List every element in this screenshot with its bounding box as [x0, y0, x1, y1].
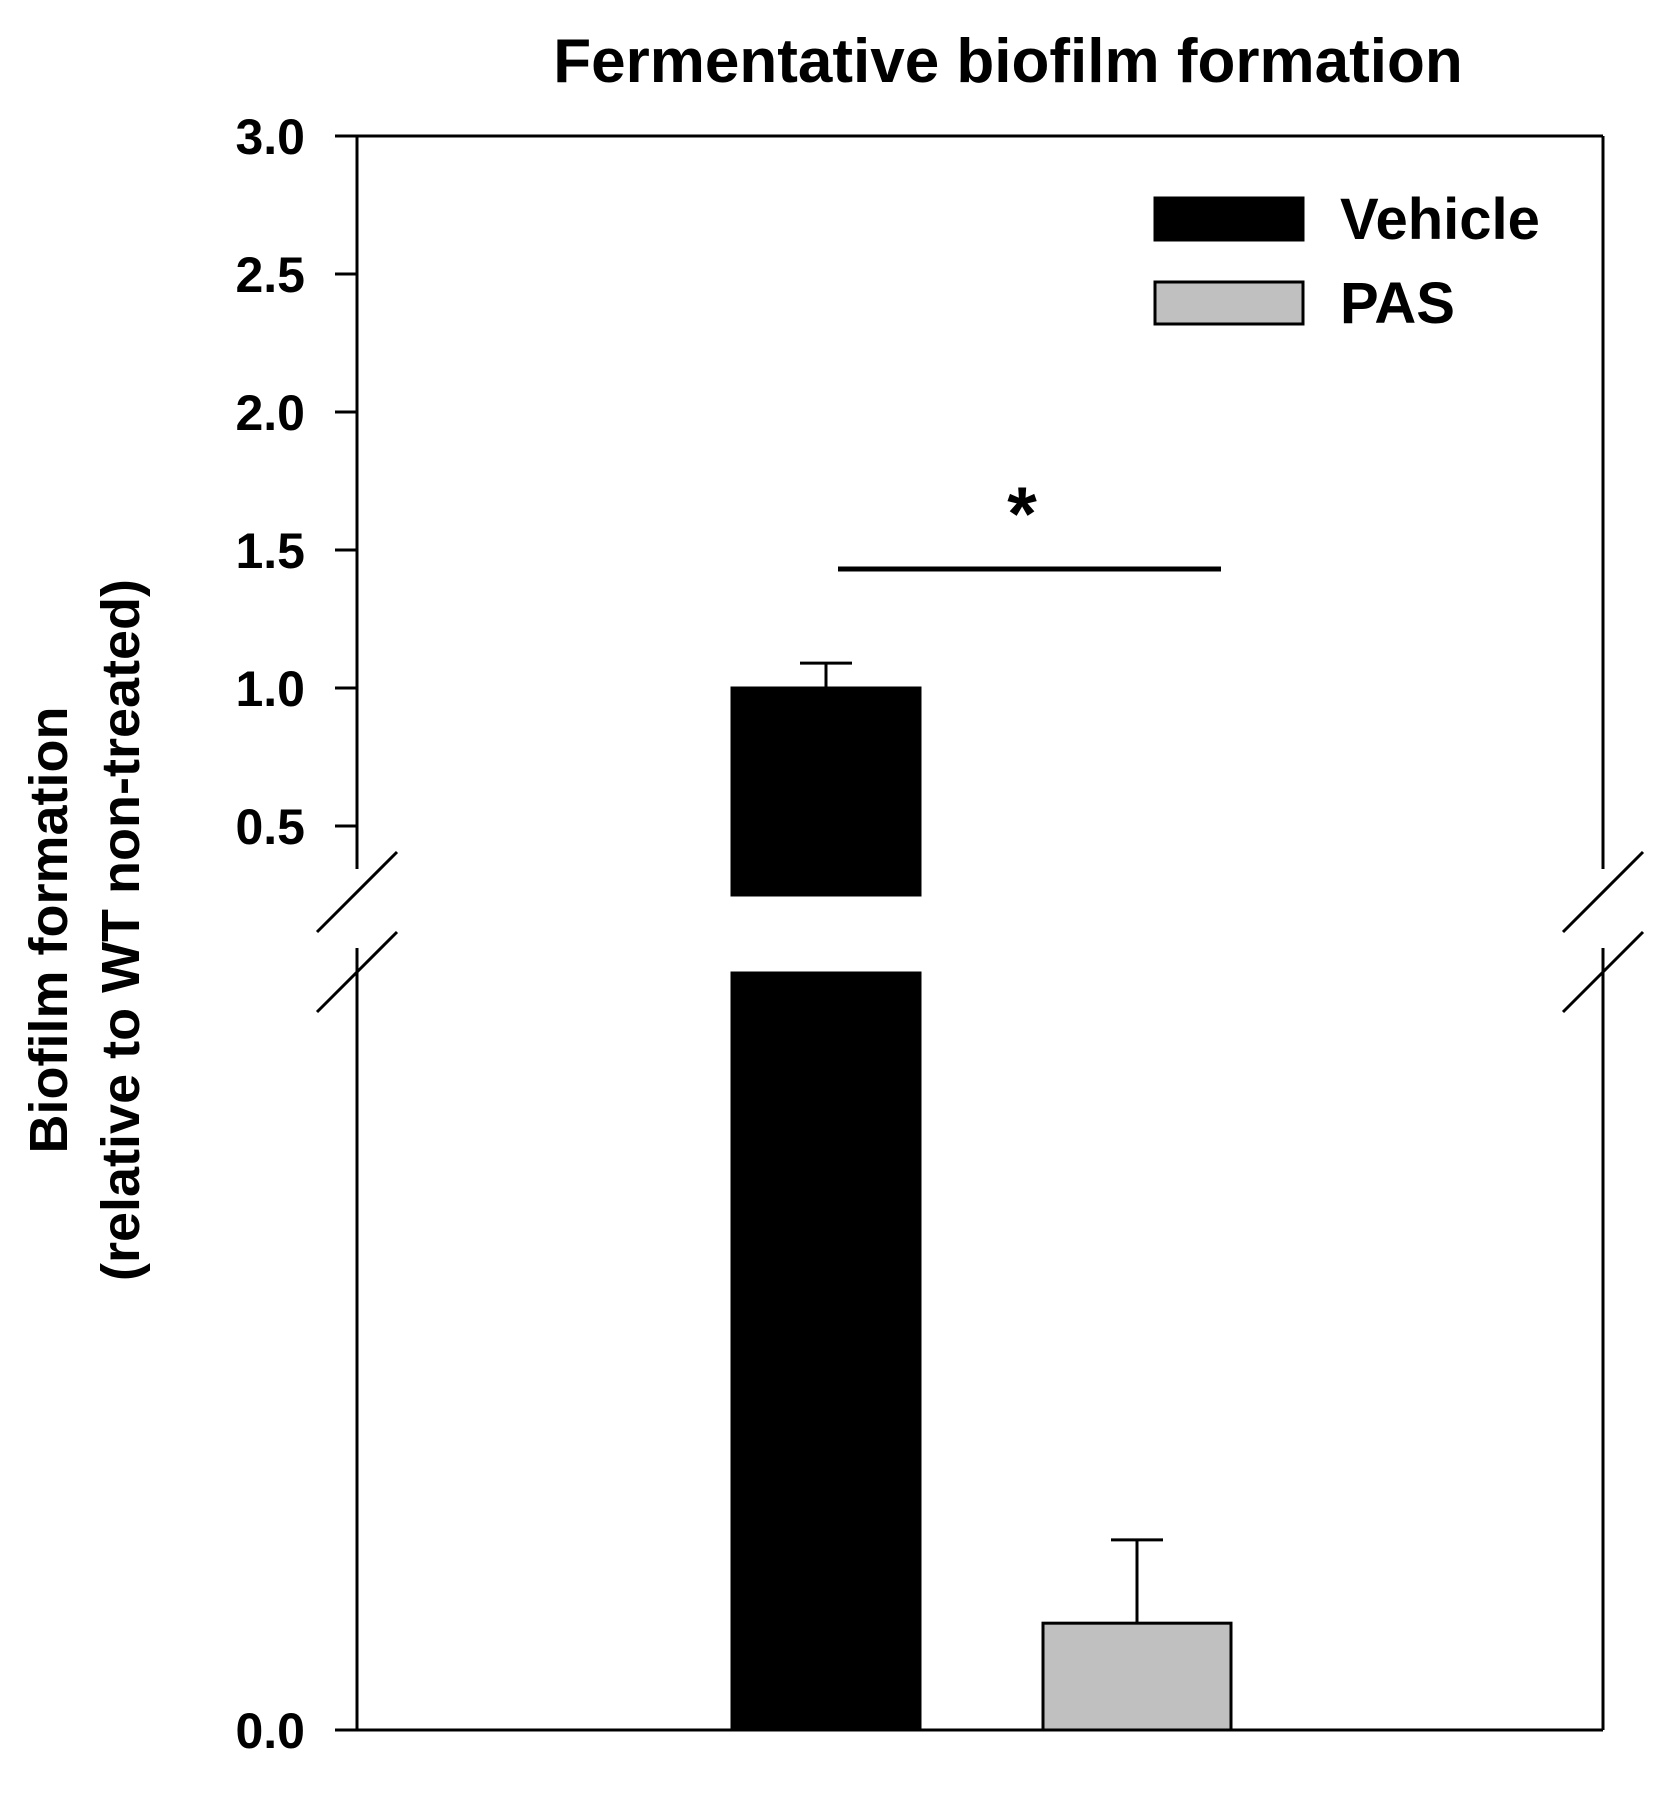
y-tick-label: 1.5 — [235, 523, 305, 579]
legend-label-vehicle: Vehicle — [1340, 187, 1540, 252]
axis-break-left-upper — [315, 850, 399, 934]
y-tick-label: 1.0 — [235, 661, 305, 717]
plot-area — [315, 134, 1645, 1732]
y-tick-label: 2.0 — [235, 385, 305, 441]
legend-label-pas: PAS — [1340, 271, 1455, 336]
bars — [730, 661, 1233, 1732]
y-axis-label: Biofilm formation (relative to WT non-tr… — [19, 579, 151, 1281]
significance-marker: * — [838, 472, 1221, 572]
axis-break-right-upper — [1561, 850, 1645, 934]
y-tick-label: 3.0 — [235, 109, 305, 165]
chart-title: Fermentative biofilm formation — [553, 27, 1462, 96]
y-tick-label: 0.0 — [235, 1703, 305, 1759]
legend-swatch-pas — [1153, 280, 1305, 326]
y-tick-label: 2.5 — [235, 247, 305, 303]
bar-vehicle-lower — [730, 971, 922, 1732]
y-axis-label-line2: (relative to WT non-treated) — [91, 579, 151, 1281]
y-tick-label: 0.5 — [235, 799, 305, 855]
legend-swatch-vehicle — [1153, 196, 1305, 242]
bar-vehicle-upper — [730, 686, 922, 897]
bar-pas — [1041, 1621, 1233, 1732]
y-axis-ticks: 0.0 0.5 1.0 1.5 2.0 2.5 3.0 — [235, 109, 357, 1759]
y-axis-label-line1: Biofilm formation — [19, 707, 79, 1154]
axis-break-left-lower — [315, 930, 399, 1014]
legend: Vehicle PAS — [1153, 187, 1540, 336]
axis-break-right-lower — [1561, 930, 1645, 1014]
significance-star: * — [1007, 472, 1037, 557]
